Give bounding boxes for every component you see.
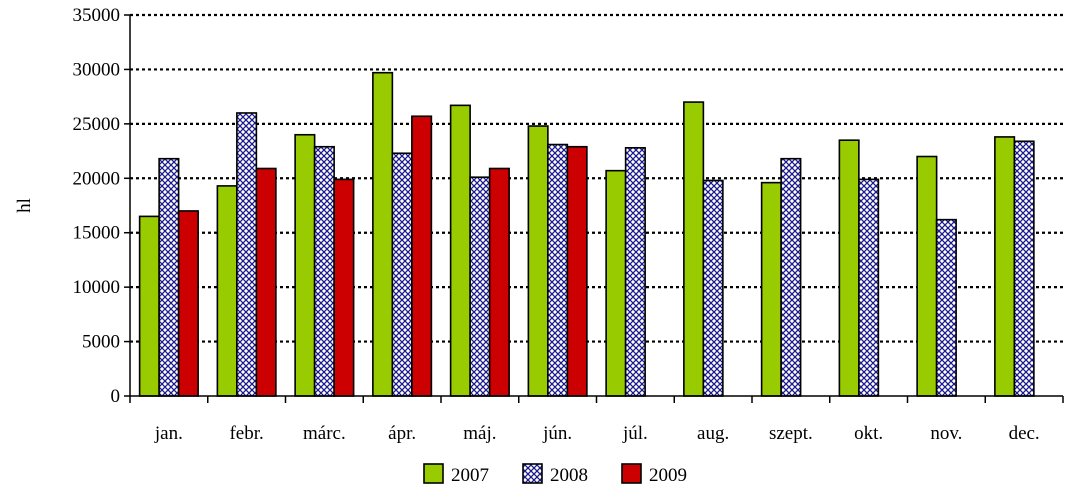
bar-2007-júl.	[605, 169, 627, 397]
y-tick-label: 10000	[73, 277, 121, 298]
y-tick-label: 15000	[73, 223, 121, 244]
bar-2007-aug.	[683, 101, 705, 397]
y-tick-label: 20000	[73, 168, 121, 189]
bar-2009-jún.	[566, 145, 588, 397]
legend-swatch-2007	[423, 463, 444, 484]
y-tick-label: 25000	[73, 114, 121, 135]
legend-swatch-2008	[522, 463, 543, 484]
x-tick-label: márc.	[303, 423, 346, 444]
legend: 2007 2008 2009	[423, 463, 687, 486]
x-tick-labels: jan. febr. márc. ápr. máj. jún. júl. aug. szept.…	[154, 423, 1040, 444]
bar-2008-jan.	[158, 157, 180, 397]
legend-label-2007: 2007	[451, 465, 489, 486]
bar-2007-okt.	[838, 139, 860, 397]
bar-2008-febr.	[236, 112, 258, 397]
bar-2008-máj.	[469, 176, 491, 397]
bar-2008-júl.	[624, 147, 646, 397]
bar-2007-jún.	[527, 125, 549, 397]
x-tick-label: ápr.	[388, 423, 416, 444]
bar-2008-nov.	[935, 218, 957, 397]
x-tick-label: nov.	[930, 423, 962, 444]
bar-2008-jún.	[547, 143, 569, 397]
y-tick-label: 5000	[82, 332, 120, 353]
bar-2007-jan.	[138, 215, 160, 397]
bar-2008-szept.	[780, 157, 802, 397]
legend-swatch-2009	[621, 463, 642, 484]
x-tick-label: aug.	[697, 423, 729, 444]
bar-2009-jan.	[177, 210, 199, 397]
bar-2008-ápr.	[391, 152, 413, 397]
bar-2007-nov.	[916, 155, 938, 397]
y-tick-label: 0	[111, 386, 121, 407]
x-tick-label: febr.	[229, 423, 263, 444]
x-tick-label: okt.	[854, 423, 883, 444]
x-tick-label: máj.	[463, 423, 496, 444]
bar-2008-márc.	[313, 145, 335, 397]
bar-2008-aug.	[702, 179, 724, 397]
bar-2007-ápr.	[372, 71, 394, 397]
bars	[138, 71, 1035, 397]
y-tick-labels: 0 5000 10000 15000 20000 25000 30000 35000	[73, 5, 121, 407]
bar-2009-márc.	[333, 178, 355, 397]
x-tick-label: jún.	[542, 423, 572, 444]
bar-2007-szept.	[760, 181, 782, 397]
bar-2007-máj.	[449, 104, 471, 397]
bar-2007-márc.	[294, 133, 316, 397]
x-tick-label: dec.	[1009, 423, 1040, 444]
legend-label-2008: 2008	[550, 465, 588, 486]
axes	[124, 14, 1064, 403]
bar-2009-febr.	[255, 167, 277, 397]
legend-label-2009: 2009	[649, 465, 687, 486]
x-tick-label: szept.	[769, 423, 813, 444]
bar-2008-okt.	[858, 178, 880, 397]
y-axis-title: hl	[14, 198, 35, 213]
bar-2009-ápr.	[411, 115, 433, 397]
bar-2007-dec.	[994, 136, 1016, 397]
y-tick-label: 35000	[73, 5, 121, 26]
x-tick-label: júl.	[622, 423, 648, 444]
y-tick-label: 30000	[73, 59, 121, 80]
bar-2008-dec.	[1013, 140, 1035, 397]
x-tick-label: jan.	[154, 423, 183, 444]
bar-2007-febr.	[216, 185, 238, 397]
bar-2009-máj.	[488, 167, 510, 397]
